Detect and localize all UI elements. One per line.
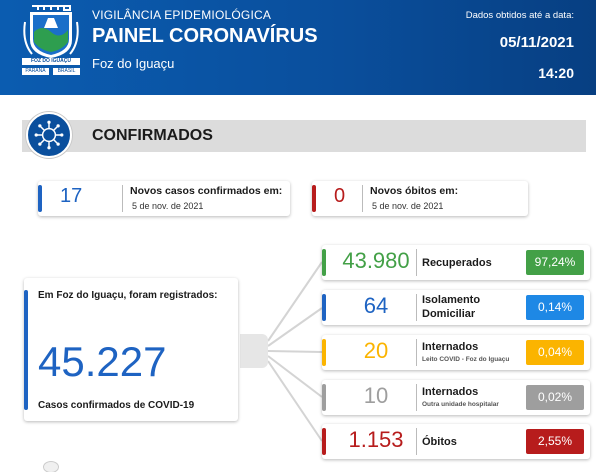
crest-foot: PARANÁ BRASIL: [22, 68, 80, 76]
stat-value: 43.980: [342, 248, 410, 273]
stat-value: 64: [363, 293, 389, 318]
stat-accent: [322, 339, 326, 366]
new-cases-divider: [122, 185, 123, 212]
new-deaths-divider: [362, 185, 363, 212]
new-deaths-card: 0 Novos óbitos em: 5 de nov. de 2021: [312, 181, 528, 216]
data-time: 14:20: [538, 65, 574, 81]
stat-percent-badge: 0,14%: [526, 295, 584, 320]
new-cases-label: Novos casos confirmados em:: [130, 185, 283, 197]
virus-icon: [26, 112, 72, 158]
total-cases-accent: [24, 290, 28, 410]
stat-label: Internados: [422, 386, 479, 398]
stat-divider: [416, 294, 417, 321]
total-cases-label: Em Foz do Iguaçu, foram registrados:: [38, 290, 218, 301]
stat-card-obitos: 1.153 Óbitos 2,55%: [322, 424, 590, 459]
stat-divider: [416, 428, 417, 455]
stat-label: Óbitos: [422, 436, 457, 448]
crest-right-label: BRASIL: [53, 68, 80, 75]
stat-card-internados-foz: 20 Internados Leito COVID - Foz do Iguaç…: [322, 335, 590, 370]
city-crest-logo: [23, 5, 79, 58]
section-title: CONFIRMADOS: [92, 127, 213, 144]
stat-percent-badge: 2,55%: [526, 429, 584, 454]
stat-accent: [322, 294, 326, 321]
stat-label: Isolamento: [422, 294, 481, 306]
stat-card-internados-outra: 10 Internados Outra unidade hospitalar 0…: [322, 380, 590, 415]
page-title: PAINEL CORONAVÍRUS: [92, 25, 318, 47]
city-name: Foz do Iguaçu: [92, 56, 175, 71]
header-subtitle: VIGILÂNCIA EPIDEMIOLÓGICA: [92, 8, 272, 22]
total-cases-card: Em Foz do Iguaçu, foram registrados: 45.…: [24, 278, 238, 421]
total-cases-value: 45.227: [38, 338, 167, 385]
new-deaths-label: Novos óbitos em:: [370, 185, 459, 197]
new-deaths-accent: [312, 185, 316, 212]
stat-percent-badge: 0,02%: [526, 385, 584, 410]
stat-value: 1.153: [348, 427, 404, 452]
new-cases-date: 5 de nov. de 2021: [132, 201, 204, 211]
crest-left-label: PARANÁ: [22, 68, 49, 75]
stat-divider: [416, 384, 417, 411]
crest-name-ribbon: FOZ DO IGUAÇU: [22, 58, 80, 65]
stat-card-isolamento: 64 Isolamento Domiciliar 0,14%: [322, 290, 590, 325]
stat-divider: [416, 339, 417, 366]
stat-accent: [322, 428, 326, 455]
total-cases-caption: Casos confirmados de COVID-19: [38, 400, 195, 411]
stat-label: Internados: [422, 341, 479, 353]
stat-percent-badge: 97,24%: [526, 250, 584, 275]
new-cases-accent: [38, 185, 42, 212]
new-deaths-value: 0: [334, 185, 346, 207]
stat-detail: Outra unidade hospitalar: [422, 401, 499, 408]
new-deaths-date: 5 de nov. de 2021: [372, 201, 444, 211]
new-cases-value: 17: [60, 185, 83, 207]
data-date: 05/11/2021: [499, 34, 574, 51]
connector-hub: [240, 334, 268, 368]
stat-value: 10: [363, 383, 389, 408]
new-cases-card: 17 Novos casos confirmados em: 5 de nov.…: [38, 181, 290, 216]
stat-label-line2: Domiciliar: [422, 308, 476, 320]
stat-divider: [416, 249, 417, 276]
stat-label: Recuperados: [422, 257, 492, 269]
stat-detail: Leito COVID - Foz do Iguaçu: [422, 356, 510, 363]
data-date-label: Dados obtidos até a data:: [465, 10, 574, 21]
header-banner: FOZ DO IGUAÇU PARANÁ BRASIL VIGILÂNCIA E…: [0, 0, 596, 95]
stat-accent: [322, 249, 326, 276]
stat-card-recuperados: 43.980 Recuperados 97,24%: [322, 245, 590, 280]
section-bar: CONFIRMADOS: [22, 120, 586, 152]
stat-accent: [322, 384, 326, 411]
footer-icon: [44, 462, 58, 472]
stat-percent-badge: 0,04%: [526, 340, 584, 365]
stat-value: 20: [363, 338, 389, 363]
